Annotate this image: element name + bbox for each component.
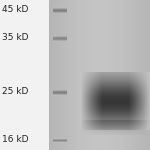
Text: 35 kD: 35 kD (2, 33, 28, 42)
Text: 25 kD: 25 kD (2, 87, 28, 96)
Text: 16 kD: 16 kD (2, 135, 28, 144)
Text: 45 kD: 45 kD (2, 6, 28, 15)
